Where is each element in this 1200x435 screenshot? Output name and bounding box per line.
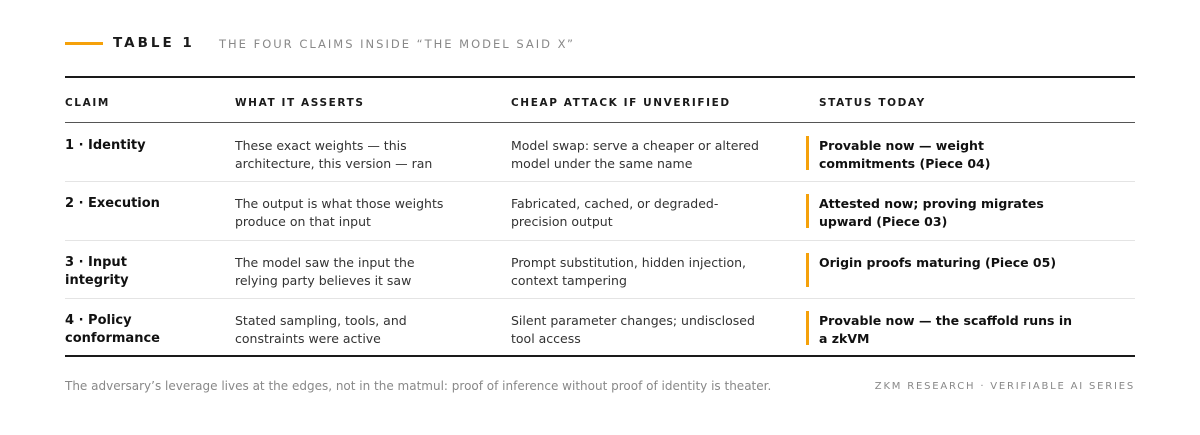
cell-text: These exact weights — this architecture,… [235,138,433,171]
status-marker [806,252,809,287]
row-separator [65,181,1135,183]
row-separator [65,297,1135,299]
claim: 3 · Input integrity [65,254,129,288]
table-label: TABLE 1 [113,35,195,51]
cell-text: Silent parameter changes; undisclosed to… [511,312,755,346]
cell-text: Stated sampling, tools, and constraints … [235,312,407,346]
status-marker [806,194,809,229]
cell-text: Model swap: serve a cheaper or altered m… [511,138,759,171]
accent-bar [65,42,103,45]
cell-text: The model saw the input the relying part… [235,254,415,288]
top-rule [65,76,1135,78]
table-title: THE FOUR CLAIMS INSIDE “THE MODEL SAID X… [219,37,575,51]
claim: 2 · Execution [65,196,160,212]
status-marker [806,136,809,170]
column-header: WHAT IT ASSERTS [235,97,365,109]
status-marker [806,310,809,345]
claim: 4 · Policy conformance [65,312,160,346]
source: ZKM RESEARCH · VERIFIABLE AI SERIES [874,381,1135,392]
footnote: The adversary’s leverage lives at the ed… [65,379,772,393]
status: Attested now; proving migrates upward (P… [819,196,1044,230]
column-header: STATUS TODAY [819,97,926,109]
status: Provable now — the scaffold runs in a zk… [819,312,1073,346]
column-header: CLAIM [65,97,110,109]
cell-text: The output is what those weights produce… [235,196,444,230]
bottom-rule [65,355,1135,357]
claim: 1 · Identity [65,138,146,153]
status: Origin proofs maturing (Piece 05) [819,254,1057,270]
header-rule [65,122,1135,123]
row-separator [65,239,1135,241]
column-header: CHEAP ATTACK IF UNVERIFIED [511,97,731,109]
cell-text: Fabricated, cached, or degraded-precisio… [511,196,719,230]
cell-text: Prompt substitution, hidden injection, c… [511,254,746,288]
status: Provable now — weight commitments (Piece… [819,138,991,171]
